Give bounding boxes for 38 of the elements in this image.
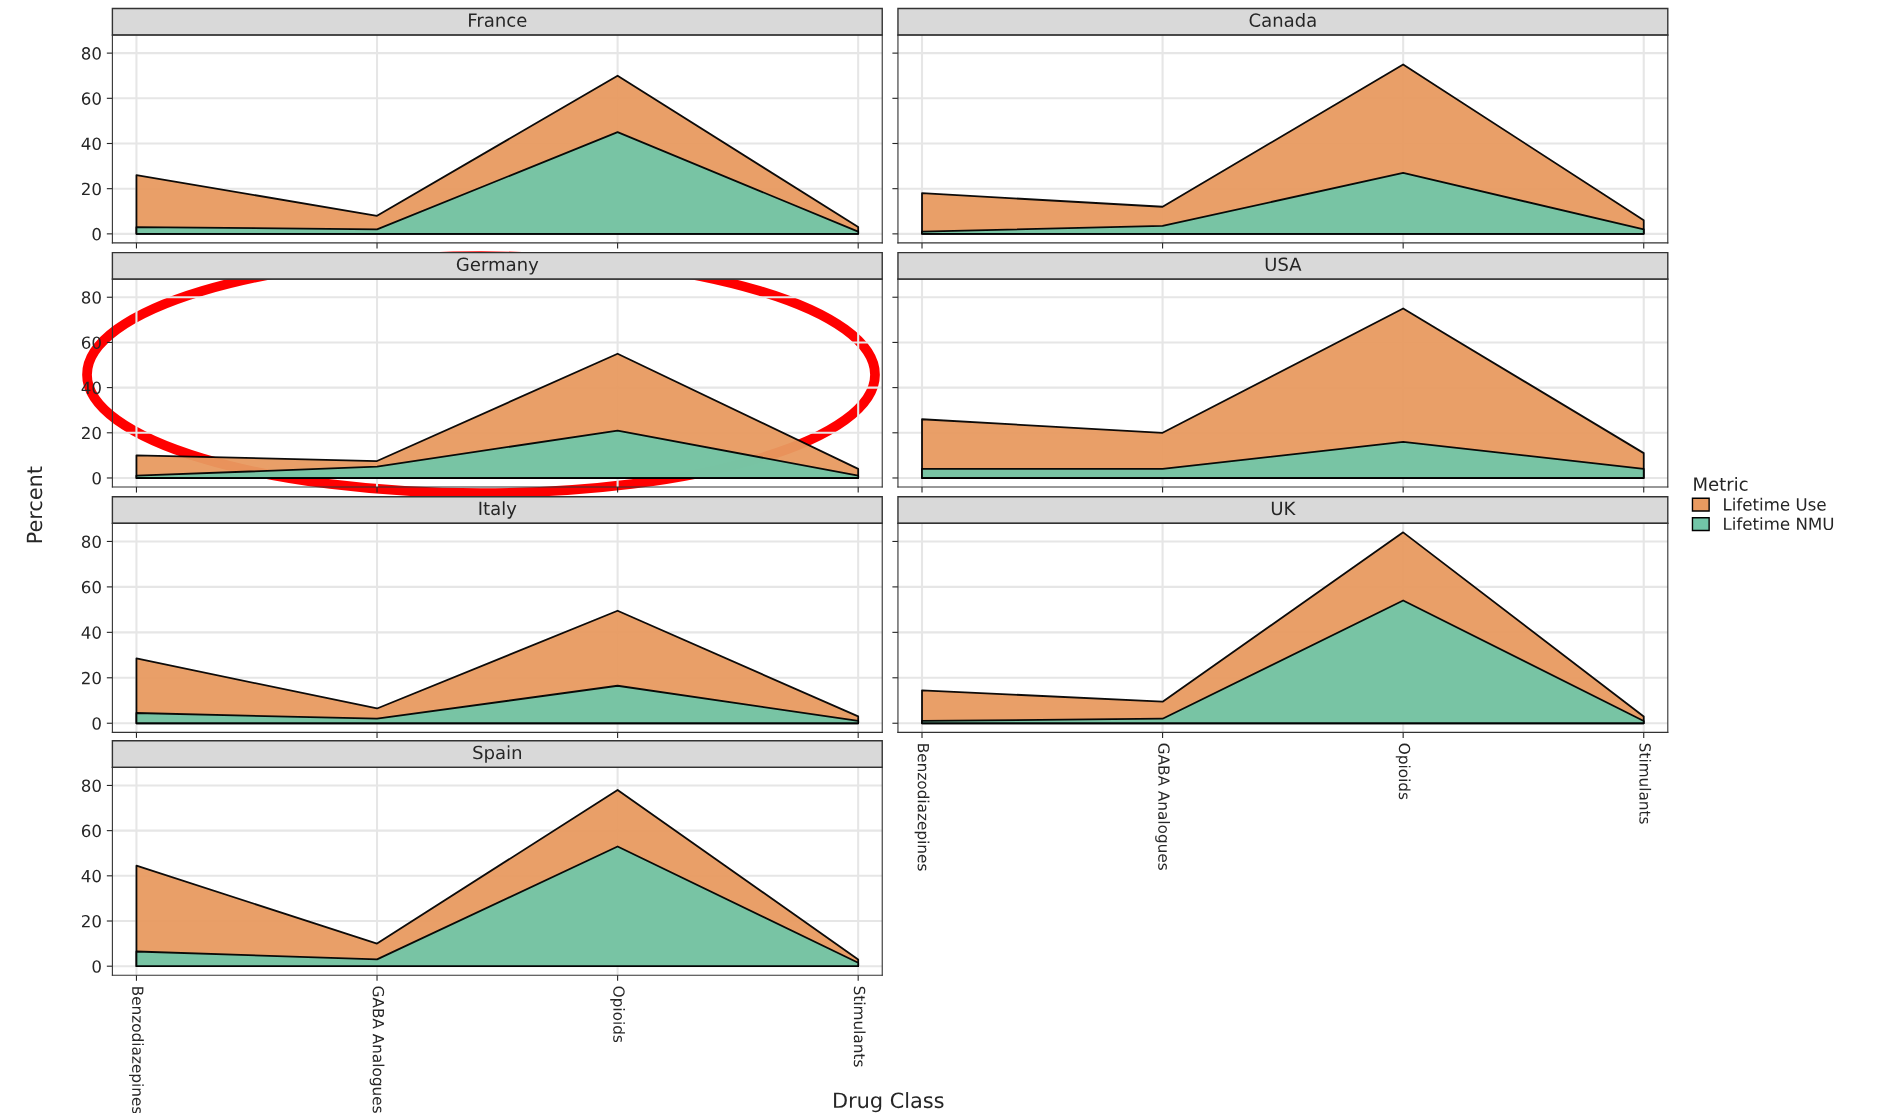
legend-label: Lifetime Use	[1724, 497, 1826, 511]
x-tick-label: Opioids	[1395, 743, 1411, 800]
chart-title: UK	[1271, 501, 1296, 516]
y-tick-label: 0	[92, 471, 101, 485]
y-tick-label: 40	[81, 869, 101, 883]
x-tick-label: GABA Analogues	[369, 986, 385, 1113]
y-tick-label: 20	[81, 426, 101, 440]
y-tick-label: 20	[81, 671, 101, 685]
y-axis-title: Percent	[26, 466, 43, 543]
y-tick-label: 80	[81, 291, 101, 304]
x-tick-label: Benzodiazepines	[914, 744, 930, 871]
chart-title: France	[469, 13, 527, 27]
y-tick-label: 60	[81, 92, 101, 105]
y-tick-label: 80	[81, 47, 101, 60]
chart-title: Italy	[479, 501, 517, 519]
x-tick-label: Stimulants	[853, 986, 866, 1067]
y-tick-label: 0	[92, 960, 101, 973]
y-tick-label: 0	[92, 227, 101, 241]
y-tick-label: 40	[81, 626, 101, 639]
x-axis-title: Drug Class	[834, 1092, 944, 1113]
x-tick-label: Benzodiazepines	[129, 987, 144, 1113]
x-tick-label: Opioids	[610, 986, 625, 1043]
chart-title: Canada	[1249, 13, 1316, 27]
y-tick-label: 20	[81, 182, 101, 196]
x-tick-label: Stimulants	[1639, 743, 1652, 824]
y-tick-label: 80	[81, 779, 101, 793]
chart-title: USA	[1265, 257, 1302, 272]
chart-title: Spain	[473, 745, 522, 763]
x-tick-label: GABA Analogues	[1155, 743, 1170, 870]
legend-label: Lifetime NMU	[1724, 517, 1834, 531]
y-tick-label: 20	[81, 914, 101, 928]
y-tick-label: 80	[81, 535, 101, 549]
y-tick-label: 40	[81, 137, 101, 151]
legend-title: Metric	[1694, 476, 1748, 491]
chart-title: Germany	[456, 257, 539, 275]
y-tick-label: 0	[92, 717, 101, 730]
y-tick-label: 60	[81, 580, 101, 594]
y-tick-label: 60	[81, 824, 101, 838]
